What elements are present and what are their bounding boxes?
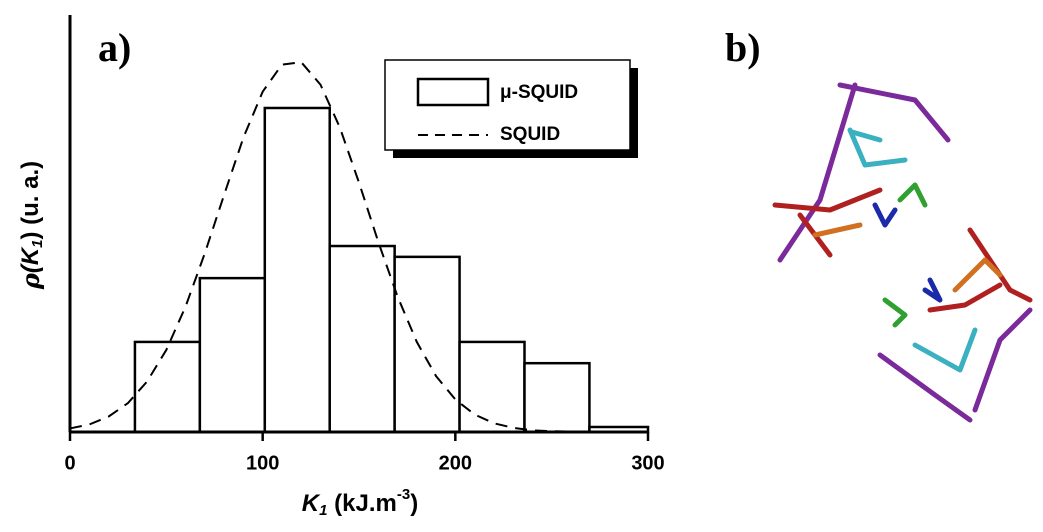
legend-label: SQUID [500,124,560,145]
molecule-image [772,82,1033,423]
bar [198,276,267,434]
bar [393,255,461,434]
x-tick-label: 0 [64,452,75,474]
label-run: 1 [319,502,327,519]
bar [328,244,396,434]
label-run: -3 [397,486,410,503]
bar [523,361,591,434]
label-run: (K [17,246,44,273]
label-run: ) (u. a.) [17,161,44,240]
label-run: ρ [16,272,45,290]
x-tick-label: 200 [439,452,472,474]
legend-swatch [416,77,490,107]
label-run: (kJ.m [327,490,396,517]
curve [69,61,571,433]
label-run: K [302,490,321,517]
bar [263,106,331,434]
y-axis-label: ρ(K1) (u. a.) [16,161,46,290]
label-run: ) [410,490,418,517]
bar [133,340,202,434]
panel-label: a) [98,25,131,70]
x-tick-label: 100 [246,452,279,474]
legend-label: μ-SQUID [500,82,578,103]
x-tick-label: 300 [631,452,664,474]
panel-label: b) [725,25,761,70]
x-axis-label: K1 (kJ.m-3) [302,486,418,519]
label-run: 1 [29,240,46,248]
bar [458,340,526,434]
